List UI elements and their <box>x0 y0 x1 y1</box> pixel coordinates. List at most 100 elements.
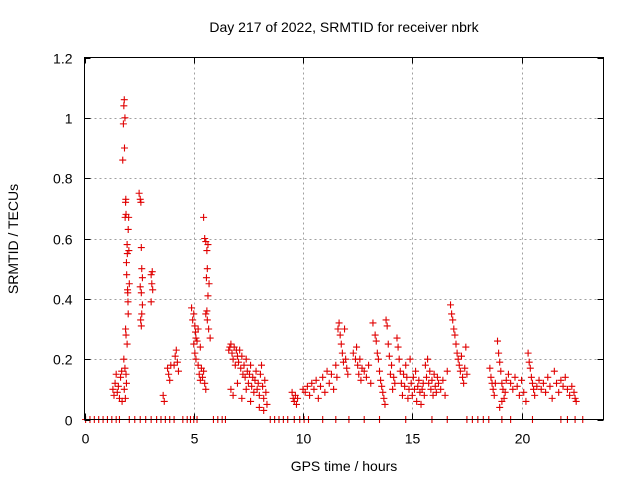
data-point <box>333 373 341 381</box>
data-point <box>553 379 561 387</box>
data-point <box>205 325 213 333</box>
data-point <box>137 289 145 297</box>
data-point <box>398 391 406 399</box>
data-point <box>406 355 414 363</box>
data-point <box>195 370 203 378</box>
data-point <box>408 391 416 399</box>
data-point <box>137 244 145 252</box>
data-point <box>135 189 143 197</box>
data-point <box>403 373 411 381</box>
data-point <box>530 385 538 393</box>
data-point <box>202 385 210 393</box>
data-point <box>386 370 394 378</box>
data-point <box>397 379 405 387</box>
data-point <box>118 367 126 375</box>
data-series <box>82 96 587 423</box>
data-point <box>451 331 459 339</box>
data-point <box>338 349 346 357</box>
data-point <box>125 247 133 255</box>
data-point <box>235 358 243 366</box>
data-point <box>507 379 515 387</box>
data-point <box>171 352 179 360</box>
data-point <box>497 367 505 375</box>
data-point <box>334 325 342 333</box>
data-point <box>379 388 387 396</box>
data-point <box>193 337 201 345</box>
data-point <box>120 355 128 363</box>
data-point <box>236 346 244 354</box>
data-point <box>450 325 458 333</box>
data-point <box>337 340 345 348</box>
data-point <box>427 385 435 393</box>
data-point <box>437 385 445 393</box>
data-point <box>439 376 447 384</box>
data-point <box>119 120 127 128</box>
data-point <box>550 367 558 375</box>
data-point <box>504 370 512 378</box>
data-point <box>491 379 499 387</box>
y-tick-label: 0.8 <box>53 171 73 187</box>
data-point <box>527 373 535 381</box>
data-point <box>199 373 207 381</box>
data-point <box>402 361 410 369</box>
data-point <box>526 364 534 372</box>
data-point <box>120 102 128 110</box>
data-point <box>125 280 133 288</box>
data-point <box>388 361 396 369</box>
data-point <box>203 247 211 255</box>
x-tick-label: 15 <box>405 431 421 447</box>
data-point <box>121 394 129 402</box>
data-point <box>149 286 157 294</box>
y-tick-label: 0.6 <box>53 232 73 248</box>
data-point <box>343 364 351 372</box>
data-point <box>396 367 404 375</box>
data-point <box>125 213 133 221</box>
data-point <box>380 394 388 402</box>
x-tick-label: 20 <box>515 431 531 447</box>
data-point <box>528 379 536 387</box>
grid <box>84 57 604 420</box>
data-point <box>204 292 212 300</box>
data-point <box>258 361 266 369</box>
data-point <box>360 367 368 375</box>
x-tick-labels: 0 5 10 15 20 <box>82 431 531 447</box>
data-point <box>330 385 338 393</box>
data-point <box>189 316 197 324</box>
data-point <box>251 376 259 384</box>
data-point <box>228 349 236 357</box>
data-point <box>203 265 211 273</box>
data-point <box>414 382 422 390</box>
data-point <box>192 355 200 363</box>
data-point <box>448 310 456 318</box>
data-point <box>120 96 128 104</box>
data-point <box>308 379 316 387</box>
x-axis-title: GPS time / hours <box>291 458 398 474</box>
data-point <box>238 352 246 360</box>
data-point <box>245 370 253 378</box>
data-point <box>344 370 352 378</box>
data-point <box>122 195 130 203</box>
data-point <box>486 364 494 372</box>
data-point <box>294 394 302 402</box>
data-point <box>138 301 146 309</box>
data-point <box>238 394 246 402</box>
data-point <box>407 379 415 387</box>
data-point <box>206 334 214 342</box>
data-point <box>460 379 468 387</box>
data-point <box>260 406 268 414</box>
data-point <box>511 373 519 381</box>
data-point <box>201 379 209 387</box>
data-point <box>417 400 425 408</box>
data-point <box>122 370 130 378</box>
data-point <box>109 385 117 393</box>
data-point <box>498 379 506 387</box>
data-point <box>462 343 470 351</box>
data-point <box>452 340 460 348</box>
data-point <box>248 382 256 390</box>
data-point <box>546 382 554 390</box>
data-point <box>117 373 125 381</box>
data-point <box>420 391 428 399</box>
data-point <box>190 340 198 348</box>
data-point <box>137 322 145 330</box>
y-tick-label: 1 <box>65 111 73 127</box>
